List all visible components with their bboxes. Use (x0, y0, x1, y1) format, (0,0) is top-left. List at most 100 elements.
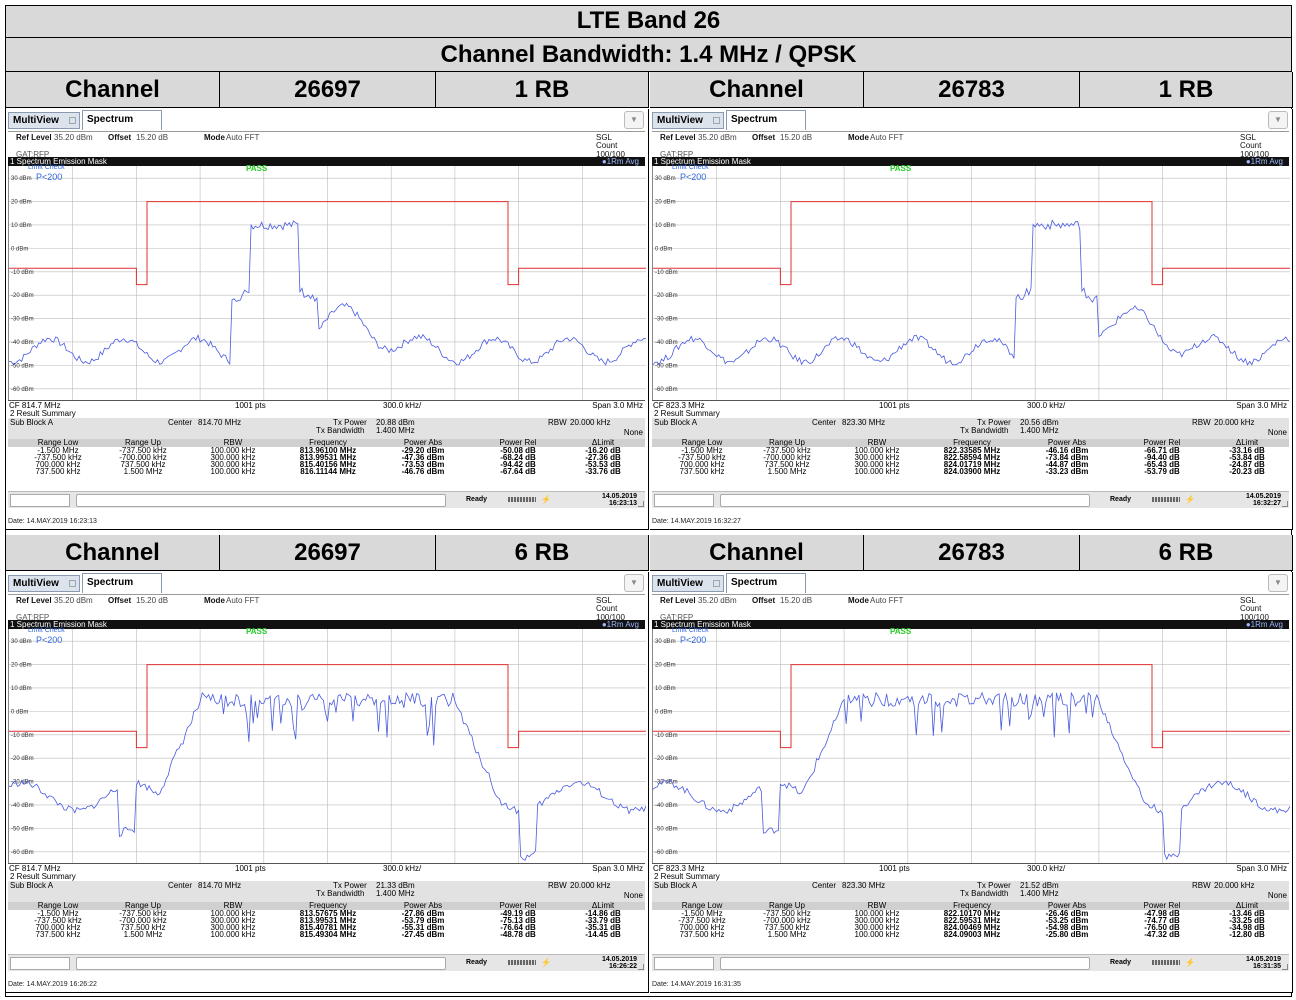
result-title: 2 Result Summary (10, 409, 76, 418)
center-value: 823.30 MHz (842, 881, 886, 890)
cell-frequency: 824.01719 MHz (943, 460, 1001, 469)
cell-power-rel: -50.08 dB (500, 446, 536, 455)
limit-check-label: Limit Check (28, 627, 65, 634)
ref-level-label: Ref Level (660, 133, 696, 142)
tab-multiview-label: MultiView (13, 578, 59, 589)
resize-grip-icon[interactable] (638, 964, 644, 970)
gat-label: GAT:RFP (660, 613, 694, 622)
chevron-down-icon[interactable]: ▼ (1268, 574, 1288, 592)
tab-spectrum[interactable]: Spectrum (726, 110, 806, 130)
resize-grip-icon[interactable] (1282, 964, 1288, 970)
cell-range-low: 737.500 kHz (35, 930, 81, 939)
bandwidth-title: Channel Bandwidth: 1.4 MHz / QPSK (6, 38, 1291, 72)
table-row: -1.500 MHz -737.500 kHz 100.000 kHz 813.… (8, 909, 645, 918)
cell-rbw: 100.000 kHz (854, 446, 900, 455)
cell-rbw: 300.000 kHz (210, 916, 256, 925)
resize-grip-icon[interactable] (1282, 501, 1288, 507)
cell-rbw: 100.000 kHz (210, 446, 256, 455)
tx-power-label: Tx Power (977, 418, 1011, 427)
table-row: 700.000 kHz 737.500 kHz 300.000 kHz 824.… (652, 460, 1289, 469)
chevron-down-icon[interactable]: ▼ (624, 111, 644, 129)
tab-bar (8, 112, 645, 132)
cell-power-rel: -75.13 dB (500, 916, 536, 925)
cell-range-low: 700.000 kHz (35, 460, 81, 469)
y-tick-label: 10 dBm (655, 686, 676, 692)
tab-multiview[interactable]: MultiView (652, 112, 724, 129)
count-label: Count 100/100 (596, 604, 625, 622)
table-row: 737.500 kHz 1.500 MHz 100.000 kHz 824.09… (652, 930, 1289, 939)
resize-grip-icon[interactable] (638, 501, 644, 507)
center-label: Center (812, 418, 837, 427)
tab-multiview[interactable]: MultiView (8, 575, 80, 592)
count-label: Count 100/100 (1240, 604, 1269, 622)
x-axis-row: CF 814.7 MHz 1001 pts 300.0 kHz/ Span 3.… (8, 863, 645, 873)
table-row: 700.000 kHz 737.500 kHz 300.000 kHz 815.… (8, 923, 645, 932)
cell-rbw: 300.000 kHz (854, 923, 900, 932)
spectrum-panel: MultiView Spectrum ▼ Ref Level 35.20 dBm… (650, 572, 1293, 993)
tab-multiview[interactable]: MultiView (8, 112, 80, 129)
cell-delta-limit: -24.87 dB (1229, 460, 1265, 469)
col-range-up: Range Up (768, 438, 806, 447)
cell-power-abs: -55.31 dBm (401, 923, 445, 932)
cell-delta-limit: -13.46 dB (1229, 909, 1265, 918)
tab-spectrum[interactable]: Spectrum (726, 573, 806, 593)
col-range-low: Range Low (681, 438, 723, 447)
timestamp-time: 16:31:35 (1252, 963, 1281, 970)
tx-power-value: 20.56 dBm (1020, 418, 1059, 427)
tab-multiview[interactable]: MultiView (652, 575, 724, 592)
cell-range-up: -700.000 kHz (763, 916, 811, 925)
tab-spectrum[interactable]: Spectrum (82, 110, 162, 130)
col-power-rel: Power Rel (1143, 438, 1181, 447)
grid-icon (713, 117, 720, 124)
rbw-label: RBW (1192, 418, 1211, 427)
y-tick-label: -40 dBm (655, 340, 678, 346)
cell-power-abs: -27.45 dBm (401, 930, 445, 939)
cell-power-rel: -67.64 dB (500, 467, 536, 476)
channel-label: Channel (650, 535, 864, 571)
channel-number: 26783 (864, 72, 1080, 108)
span-label: Span 3.0 MHz (1236, 401, 1287, 410)
col-power-rel: Power Rel (499, 438, 537, 447)
rf-icon: ⚡ (541, 495, 551, 504)
chevron-down-icon[interactable]: ▼ (1268, 111, 1288, 129)
cell-frequency: 824.03900 MHz (943, 467, 1001, 476)
cell-power-abs: -25.80 dBm (1045, 930, 1089, 939)
center-label: Center (168, 418, 193, 427)
mode-label: Mode (204, 596, 225, 605)
col-range-up: Range Up (124, 901, 162, 910)
spectrum-plot: 30 dBm 20 dBm 10 dBm 0 dBm -10 dBm -20 dBm -30… (652, 629, 1290, 863)
sgl-label: SGL (596, 596, 613, 605)
offset-label: Offset (752, 596, 776, 605)
cell-range-up: 1.500 MHz (123, 467, 163, 476)
center-value: 814.70 MHz (198, 881, 242, 890)
cell-rbw: 100.000 kHz (210, 930, 256, 939)
cell-delta-limit: -12.80 dB (1229, 930, 1265, 939)
summary-header: Sub Block A Center 814.70 MHz Tx Power 2… (8, 418, 645, 439)
tab-spectrum[interactable]: Spectrum (82, 573, 162, 593)
rf-icon: ⚡ (1185, 958, 1195, 967)
chevron-down-icon[interactable]: ▼ (624, 574, 644, 592)
col-frequency: Frequency (309, 438, 347, 447)
sgl-label: SGL (1240, 596, 1257, 605)
cell-frequency: 815.40781 MHz (299, 923, 357, 932)
cell-range-up: 1.500 MHz (767, 930, 807, 939)
cell-power-abs: -27.86 dBm (401, 909, 445, 918)
table-row: -737.500 kHz -700.000 kHz 300.000 kHz 82… (652, 916, 1289, 925)
pass-indicator: PASS (246, 627, 268, 636)
cell-power-rel: -49.19 dB (500, 909, 536, 918)
cell-power-rel: -94.42 dB (500, 460, 536, 469)
rbw-value: 20.000 kHz (570, 881, 611, 890)
cell-frequency: 815.40156 MHz (299, 460, 357, 469)
y-tick-label: 30 dBm (11, 176, 32, 182)
summary-col-headers: Range Low Range Up RBW Frequency Power A… (652, 439, 1289, 447)
grid-icon (69, 580, 76, 587)
tab-bar (8, 575, 645, 595)
cell-range-low: 700.000 kHz (679, 460, 725, 469)
cell-rbw: 100.000 kHz (854, 467, 900, 476)
cell-delta-limit: -35.31 dB (585, 923, 621, 932)
col-power-abs: Power Abs (1047, 901, 1087, 910)
y-tick-label: -20 dBm (655, 756, 678, 762)
status-bar: Ready ⚡ 14.05.2019 16:31:35 (652, 954, 1289, 971)
table-row: -737.500 kHz -700.000 kHz 300.000 kHz 81… (8, 454, 645, 462)
col-range-low: Range Low (37, 901, 79, 910)
